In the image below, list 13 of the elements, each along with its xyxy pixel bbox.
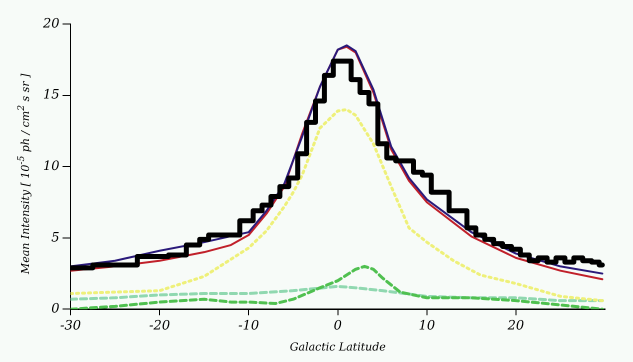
x-tick-label: 10 bbox=[418, 318, 436, 334]
y-tick-label: 0 bbox=[51, 302, 60, 317]
x-tick-label: 0 bbox=[334, 318, 342, 334]
line-series bbox=[70, 108, 604, 302]
x-tick-label: -30 bbox=[60, 318, 82, 334]
x-tick-label: -20 bbox=[149, 318, 170, 334]
x-tick-label: -10 bbox=[238, 318, 260, 334]
x-tick-label: 20 bbox=[506, 318, 524, 334]
x-axis-title: Galactic Latitude bbox=[290, 340, 386, 354]
y-tick-label: 10 bbox=[42, 158, 60, 174]
y-tick-label: 15 bbox=[42, 88, 60, 103]
y-tick-label: 5 bbox=[51, 230, 60, 246]
y-tick-label: 20 bbox=[42, 16, 60, 32]
